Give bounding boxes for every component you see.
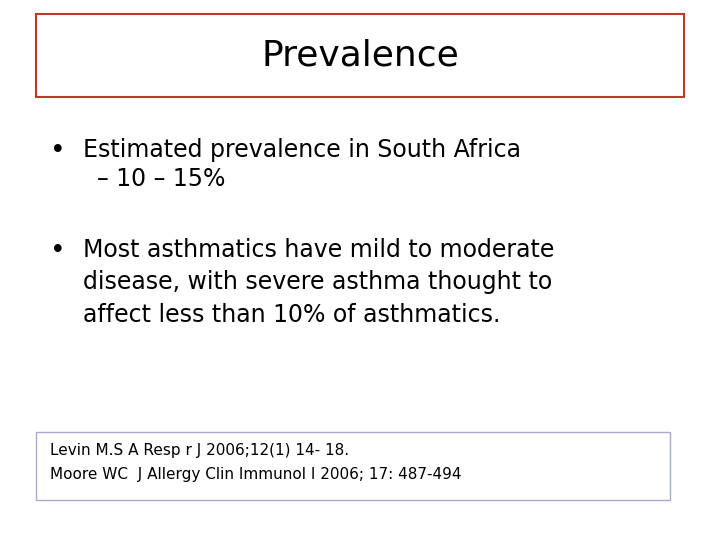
Text: Levin M.S A Resp r J 2006;12(1) 14- 18.: Levin M.S A Resp r J 2006;12(1) 14- 18.: [50, 443, 349, 458]
FancyBboxPatch shape: [36, 14, 684, 97]
Text: •: •: [50, 138, 66, 164]
Text: Most asthmatics have mild to moderate
disease, with severe asthma thought to
aff: Most asthmatics have mild to moderate di…: [83, 238, 554, 327]
Text: Moore WC  J Allergy Clin Immunol I 2006; 17: 487-494: Moore WC J Allergy Clin Immunol I 2006; …: [50, 467, 462, 482]
Text: Prevalence: Prevalence: [261, 39, 459, 72]
FancyBboxPatch shape: [36, 432, 670, 500]
Text: •: •: [50, 238, 66, 264]
Text: – 10 – 15%: – 10 – 15%: [97, 167, 225, 191]
Text: Estimated prevalence in South Africa: Estimated prevalence in South Africa: [83, 138, 521, 161]
